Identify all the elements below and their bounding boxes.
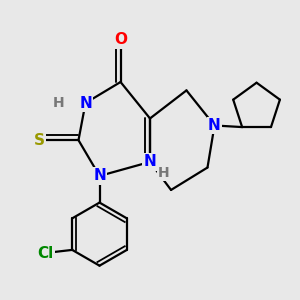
Text: N: N	[144, 154, 156, 169]
Text: Cl: Cl	[38, 246, 54, 261]
Text: N: N	[93, 168, 106, 183]
Text: N: N	[208, 118, 221, 133]
Text: S: S	[34, 133, 45, 148]
Text: N: N	[79, 95, 92, 110]
Text: O: O	[114, 32, 127, 47]
Text: H: H	[53, 96, 65, 110]
Text: H: H	[158, 166, 170, 180]
